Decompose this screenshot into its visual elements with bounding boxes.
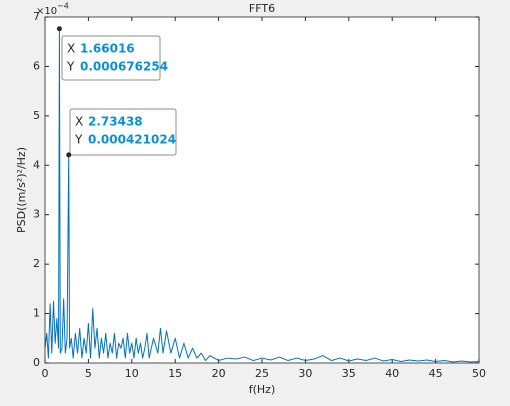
- y-tick-label: 0: [33, 356, 40, 369]
- x-tick-label: 30: [298, 367, 312, 380]
- datatip-value: 0.000676254: [80, 60, 168, 74]
- datatip-marker: [56, 26, 62, 32]
- x-tick-label: 20: [212, 367, 226, 380]
- datatip-value: 1.66016: [80, 42, 135, 56]
- datatip-value: 2.73438: [88, 115, 143, 129]
- datatip-label: Y: [74, 133, 83, 147]
- y-tick-label: 6: [33, 59, 40, 72]
- x-tick-label: 35: [342, 367, 356, 380]
- datatip-marker: [66, 152, 72, 158]
- x-axis-label: f(Hz): [249, 383, 276, 396]
- x-tick-label: 40: [385, 367, 399, 380]
- x-tick-label: 0: [42, 367, 49, 380]
- datatip-label: Y: [66, 60, 75, 74]
- x-tick-label: 50: [472, 367, 486, 380]
- y-tick-label: 4: [33, 158, 40, 171]
- x-tick-label: 5: [85, 367, 92, 380]
- x-tick-label: 45: [429, 367, 443, 380]
- x-tick-label: 10: [125, 367, 139, 380]
- y-tick-label: 5: [33, 109, 40, 122]
- axes-box: [44, 16, 480, 364]
- x-tick-label: 25: [255, 367, 269, 380]
- datatip-box: [61, 35, 161, 81]
- datatip-label: X: [75, 115, 83, 129]
- datatip-value: 0.000421024: [88, 133, 176, 147]
- y-tick-label: 1: [33, 307, 40, 320]
- y-axis-label: PSD((m/s²)²/Hz): [15, 147, 28, 233]
- x-tick-label: 15: [168, 367, 182, 380]
- datatip-box: [69, 108, 177, 156]
- datatip-label: X: [67, 42, 75, 56]
- y-tick-label: 2: [33, 257, 40, 270]
- chart-title: FFT6: [249, 2, 275, 15]
- y-tick-label: 3: [33, 208, 40, 221]
- y-tick-label: 7: [33, 10, 40, 23]
- y-multiplier-exp: −4: [57, 2, 69, 11]
- series-line: [44, 28, 480, 363]
- y-multiplier: ×10: [36, 6, 57, 17]
